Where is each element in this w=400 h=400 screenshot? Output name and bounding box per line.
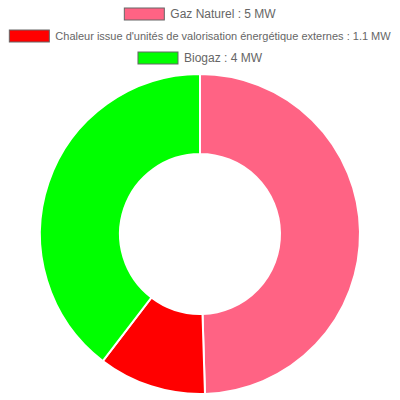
slices <box>40 74 360 394</box>
legend-item[interactable]: Chaleur issue d'unités de valorisation é… <box>9 30 391 42</box>
legend-label: Gaz Naturel : 5 MW <box>170 7 276 21</box>
legend-item[interactable]: Gaz Naturel : 5 MW <box>124 7 276 21</box>
legend-swatch <box>9 30 49 42</box>
legend: Gaz Naturel : 5 MW Chaleur issue d'unités… <box>9 7 391 65</box>
slice[interactable] <box>40 74 200 361</box>
slice[interactable] <box>200 74 360 394</box>
legend-item[interactable]: Biogaz : 4 MW <box>138 51 263 65</box>
legend-swatch <box>124 8 164 20</box>
chart: Gaz Naturel : 5 MW Chaleur issue d'unités… <box>0 0 400 400</box>
legend-swatch <box>138 52 178 64</box>
legend-label: Biogaz : 4 MW <box>184 51 263 65</box>
legend-label: Chaleur issue d'unités de valorisation é… <box>55 30 391 42</box>
